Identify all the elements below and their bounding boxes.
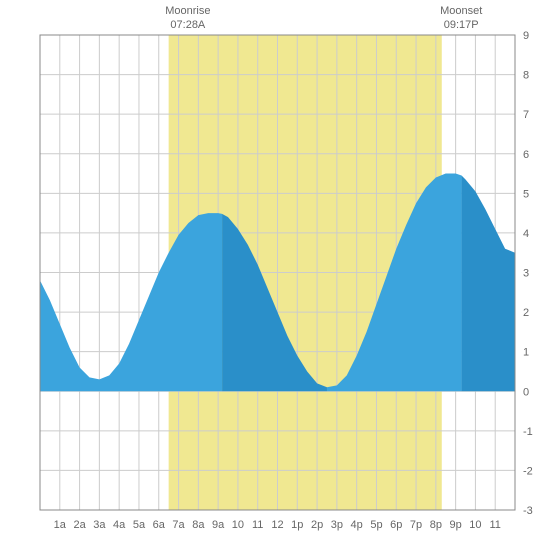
x-tick-label: 7a	[172, 519, 185, 531]
x-tick-label: 2a	[73, 519, 86, 531]
moonrise-time: 07:28A	[170, 19, 206, 31]
y-tick-label: 6	[523, 149, 529, 161]
y-tick-label: 5	[523, 188, 529, 200]
x-tick-label: 8p	[430, 519, 442, 531]
y-tick-label: 1	[523, 347, 529, 359]
x-tick-label: 1a	[54, 519, 67, 531]
x-tick-label: 12	[271, 519, 283, 531]
x-tick-label: 5a	[133, 519, 146, 531]
moonset-time: 09:17P	[444, 19, 479, 31]
y-tick-label: 7	[523, 109, 529, 121]
x-tick-label: 4p	[351, 519, 363, 531]
moonrise-label: Moonrise	[165, 5, 210, 17]
x-tick-label: 4a	[113, 519, 126, 531]
y-tick-label: 2	[523, 307, 529, 319]
y-tick-label: 0	[523, 386, 529, 398]
x-tick-label: 3a	[93, 519, 106, 531]
y-tick-label: 4	[523, 228, 529, 240]
x-tick-label: 1p	[291, 519, 303, 531]
x-tick-label: 2p	[311, 519, 323, 531]
x-tick-label: 11	[489, 519, 500, 531]
x-tick-label: 7p	[410, 519, 422, 531]
x-tick-label: 5p	[370, 519, 382, 531]
tide-chart: -3-2-101234567891a2a3a4a5a6a7a8a9a101112…	[0, 0, 550, 550]
chart-svg: -3-2-101234567891a2a3a4a5a6a7a8a9a101112…	[0, 0, 550, 550]
y-tick-label: 8	[523, 70, 529, 82]
x-tick-label: 10	[469, 519, 481, 531]
x-tick-label: 6p	[390, 519, 402, 531]
x-tick-label: 11	[252, 519, 263, 531]
y-tick-label: -1	[523, 426, 533, 438]
x-tick-label: 9a	[212, 519, 225, 531]
y-tick-label: -3	[523, 505, 533, 517]
y-tick-label: 9	[523, 30, 529, 42]
x-tick-label: 9p	[450, 519, 462, 531]
y-tick-label: -2	[523, 465, 533, 477]
x-tick-label: 10	[232, 519, 244, 531]
moonset-label: Moonset	[440, 5, 482, 17]
x-tick-label: 3p	[331, 519, 343, 531]
x-tick-label: 6a	[153, 519, 166, 531]
y-tick-label: 3	[523, 268, 529, 280]
x-tick-label: 8a	[192, 519, 205, 531]
